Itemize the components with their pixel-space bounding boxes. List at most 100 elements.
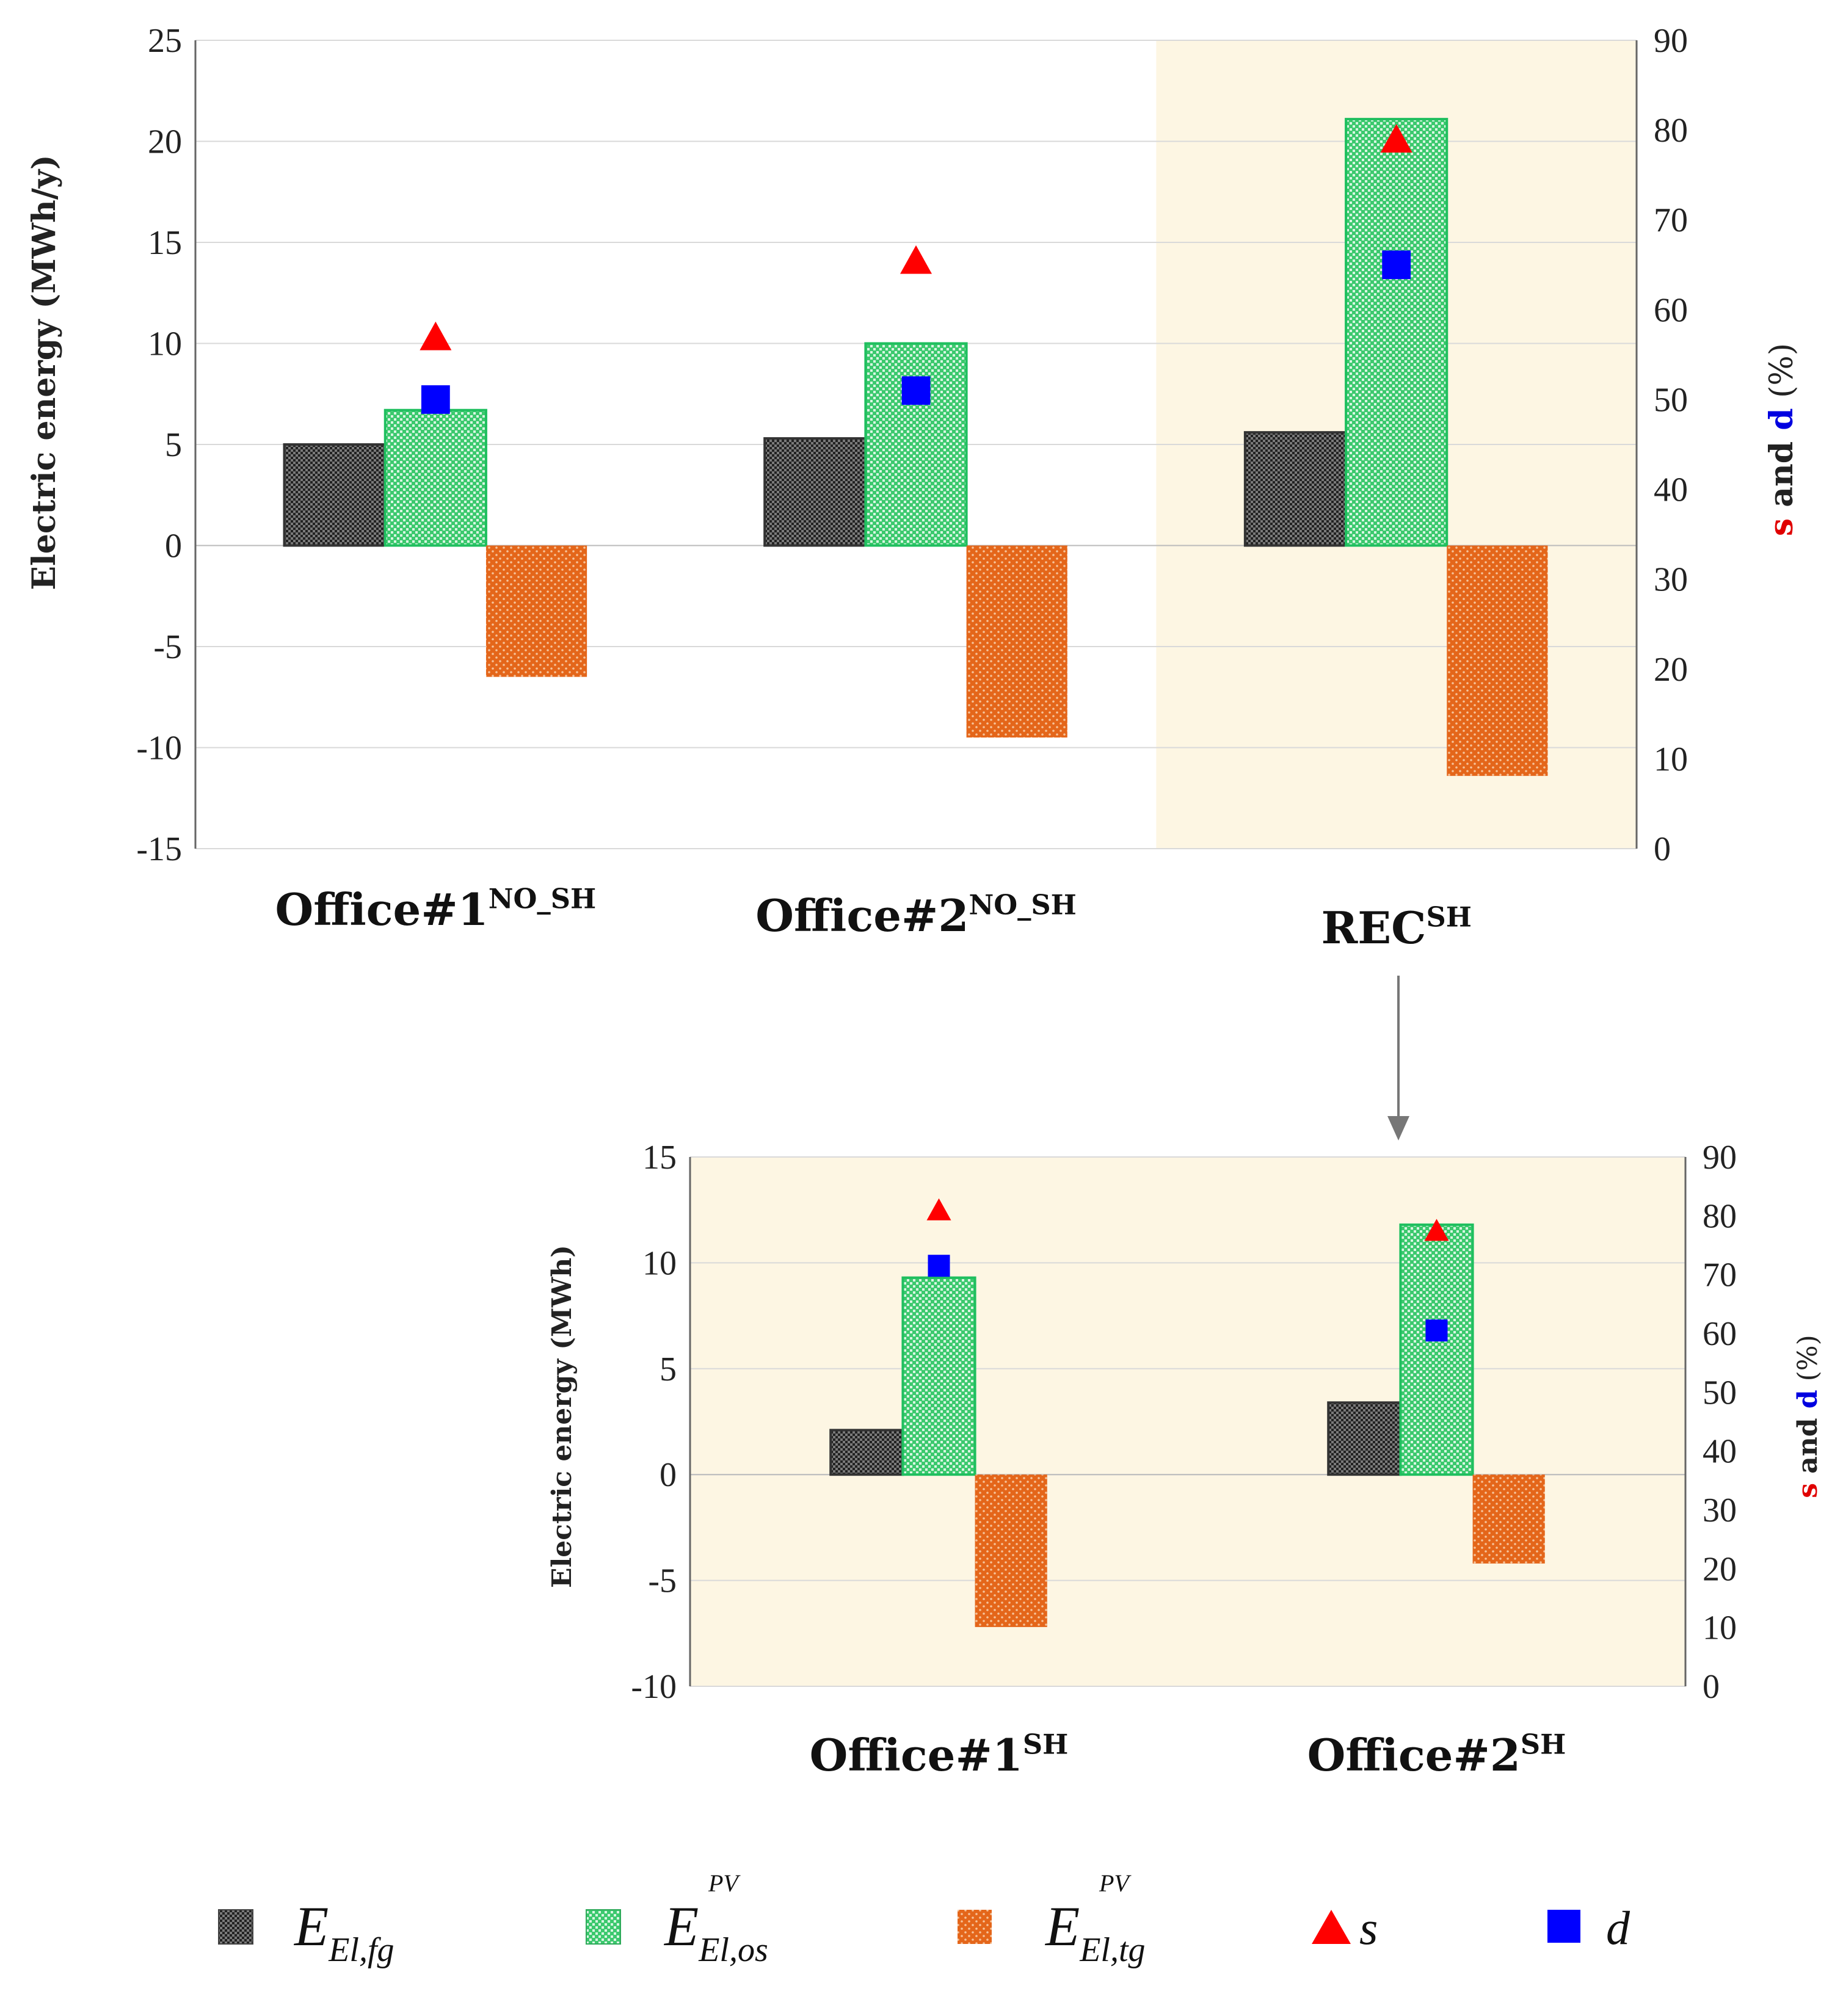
d-marker [1425, 1319, 1448, 1342]
legend-swatch-black [218, 1909, 253, 1945]
legend-marker-d [1547, 1910, 1580, 1943]
legend: EEl,fg EEl,os PV EEl,tg PV s d [218, 1869, 1630, 1969]
bottom-plot-background [690, 1157, 1685, 1686]
legend-swatch-orange [958, 1910, 992, 1944]
category-name: REC [1321, 902, 1426, 954]
y2-tick-label: 0 [1703, 1668, 1720, 1706]
bottom-y-axis-title: Electric energy (MWh) [547, 1245, 578, 1588]
bar-e-el-fg [829, 1429, 904, 1476]
bar-e-el-tg-pv [485, 545, 587, 677]
y-tick-label: 0 [660, 1456, 677, 1494]
y-tick-label: 15 [148, 224, 182, 262]
bar-e-el-os-pv [1345, 118, 1449, 547]
d-marker [928, 1255, 950, 1277]
legend-item-e-el-os-pv: EEl,os PV [586, 1869, 768, 1969]
y-tick-label: 10 [148, 325, 182, 363]
bottom-y-ticks: 15 10 5 0 -5 -10 [631, 1139, 677, 1706]
legend-label-e-el-fg: EEl,fg [293, 1895, 394, 1969]
s-marker [900, 245, 932, 274]
bar-e-el-fg [763, 437, 867, 547]
top-bars [283, 118, 1548, 776]
bar-e-el-tg-pv [975, 1474, 1047, 1627]
bottom-y2-axis-title: s and d (%) [1792, 1335, 1823, 1498]
y-tick-label: 5 [660, 1351, 677, 1388]
y2-tick-label: 80 [1654, 112, 1688, 150]
s-marker [1380, 124, 1412, 153]
y2-tick-label: 20 [1703, 1550, 1737, 1588]
d-marker [421, 385, 450, 414]
category-label: Office#1NO_SH [275, 883, 597, 935]
y2-tick-label: 10 [1703, 1609, 1737, 1647]
y-tick-label: -10 [136, 730, 182, 767]
y-tick-label: 10 [642, 1244, 677, 1282]
legend-item-e-el-fg: EEl,fg [218, 1895, 394, 1969]
category-label: Office#1SH [810, 1728, 1069, 1781]
y2-tick-label: 20 [1654, 651, 1688, 689]
legend-item-d: d [1547, 1901, 1630, 1954]
y-tick-label: -10 [631, 1668, 677, 1706]
bar-e-el-tg-pv [966, 545, 1067, 738]
legend-sup-pv-1: PV [708, 1869, 741, 1897]
y-tick-label: -15 [136, 830, 182, 868]
category-name: Office#2 [1307, 1729, 1521, 1781]
legend-marker-s [1312, 1910, 1351, 1944]
top-y2-ticks: 90 80 70 60 50 40 30 20 10 0 [1654, 22, 1688, 868]
top-y-ticks: 25 20 15 10 5 0 -5 -10 -15 [136, 22, 182, 868]
category-superscript: NO_SH [969, 889, 1076, 921]
category-label: Office#2SH [1307, 1728, 1566, 1781]
y2-tick-label: 40 [1703, 1433, 1737, 1471]
bottom-markers [926, 1198, 1449, 1342]
bar-e-el-tg-pv [1472, 1474, 1545, 1564]
s-marker [1424, 1219, 1449, 1241]
y2-tick-label: 30 [1654, 561, 1688, 599]
rec-arrow [1387, 976, 1409, 1140]
bar-e-el-tg-pv [1447, 545, 1548, 776]
category-superscript: SH [1023, 1728, 1068, 1761]
y-tick-label: 5 [165, 426, 182, 464]
bar-e-el-os-pv [901, 1276, 976, 1476]
y-tick-label: 0 [165, 528, 182, 565]
y2-tick-label: 0 [1654, 830, 1671, 868]
y2-tick-label: 60 [1703, 1315, 1737, 1353]
legend-item-e-el-tg-pv: EEl,tg PV [958, 1869, 1146, 1969]
top-y2-unit: (%) [1764, 343, 1800, 408]
bar-e-el-os-pv [864, 342, 968, 547]
top-y2-axis-title: s and d (%) [1763, 343, 1800, 536]
y-tick-label: 25 [148, 22, 182, 60]
legend-sup-pv-2: PV [1099, 1869, 1132, 1897]
bottom-bars [829, 1223, 1545, 1627]
bar-e-el-os-pv [384, 408, 487, 547]
bar-e-el-fg [283, 443, 387, 547]
y2-tick-label: 40 [1654, 471, 1688, 509]
legend-label-d: d [1606, 1901, 1630, 1954]
bottom-y2-s: s [1792, 1483, 1823, 1498]
top-category-labels: Office#1NO_SH Office#2NO_SH RECSH [275, 883, 1472, 954]
category-label: RECSH [1321, 901, 1471, 954]
y2-tick-label: 80 [1703, 1197, 1737, 1235]
y2-tick-label: 90 [1654, 22, 1688, 60]
s-marker [926, 1198, 951, 1220]
y-tick-label: 15 [642, 1139, 677, 1177]
category-label: Office#2NO_SH [755, 889, 1077, 941]
bottom-y2-ticks: 90 80 70 60 50 40 30 20 10 0 [1703, 1139, 1737, 1706]
category-name: Office#2 [755, 890, 969, 941]
top-y2-and: and [1763, 430, 1800, 518]
top-y-axis-title: Electric energy (MWh/y) [26, 154, 63, 590]
bottom-y2-d: d [1792, 1390, 1823, 1409]
y2-tick-label: 70 [1654, 201, 1688, 239]
category-superscript: NO_SH [489, 883, 596, 915]
legend-label-e-el-tg: EEl,tg [1044, 1895, 1146, 1969]
legend-label-e-el-os: EEl,os [663, 1895, 768, 1969]
y-tick-label: -5 [153, 628, 182, 666]
d-marker [901, 376, 931, 405]
y2-tick-label: 70 [1703, 1256, 1737, 1294]
category-name: Office#1 [275, 883, 489, 935]
bar-e-el-fg [1327, 1401, 1402, 1476]
top-y2-s: s [1763, 518, 1800, 536]
y2-tick-label: 50 [1703, 1374, 1737, 1412]
bar-e-el-os-pv [1399, 1223, 1474, 1476]
y-tick-label: 20 [148, 123, 182, 161]
legend-label-s: s [1359, 1901, 1378, 1954]
